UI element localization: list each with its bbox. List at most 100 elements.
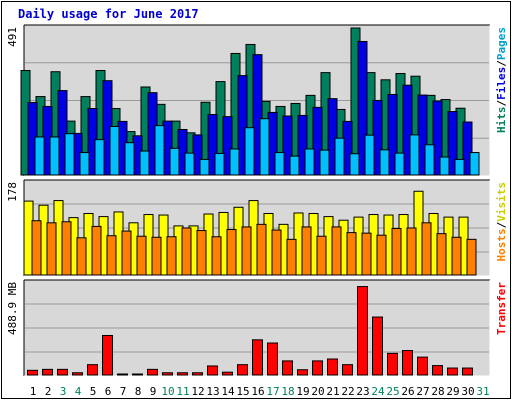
bar-pages-day-19 xyxy=(304,148,315,176)
y-max-label: 488.9 MB xyxy=(6,282,19,335)
x-tick-label-day-7: 7 xyxy=(120,385,127,398)
x-tick-label-day-19: 19 xyxy=(296,385,309,398)
y-axis-label: Hits/Files/Pages xyxy=(495,27,508,133)
x-tick-label-day-2: 2 xyxy=(45,385,52,398)
bar-pages-day-14 xyxy=(229,148,240,176)
bar-files-day-25 xyxy=(387,93,398,176)
bar-pages-day-28 xyxy=(439,156,450,176)
bar-hosts-day-6 xyxy=(106,235,117,276)
bar-hosts-day-26 xyxy=(406,227,417,276)
bar-pages-day-6 xyxy=(109,125,120,176)
bar-transfer-day-13 xyxy=(207,365,218,376)
bar-transfer-day-2 xyxy=(42,368,53,376)
x-tick-label-day-22: 22 xyxy=(341,385,354,398)
bar-hosts-day-22 xyxy=(346,232,357,276)
bar-transfer-day-8 xyxy=(132,373,143,376)
bar-pages-day-3 xyxy=(64,133,75,176)
bar-pages-day-27 xyxy=(424,144,435,176)
bar-hosts-day-3 xyxy=(61,221,72,276)
bar-transfer-day-10 xyxy=(162,372,173,376)
y-max-label: 491 xyxy=(6,27,19,47)
bar-pages-day-4 xyxy=(79,152,90,176)
x-tick-label-day-26: 26 xyxy=(401,385,414,398)
x-tick-label-day-17: 17 xyxy=(266,385,279,398)
x-tick-label-day-29: 29 xyxy=(446,385,459,398)
y-axis-label: Hosts/Visits xyxy=(495,182,508,262)
bar-transfer-day-28 xyxy=(432,365,443,376)
bar-pages-day-26 xyxy=(409,134,420,176)
bar-pages-day-29 xyxy=(454,158,465,176)
y-axis-label: Transfer xyxy=(495,282,508,335)
x-tick-label-day-16: 16 xyxy=(251,385,264,398)
bar-transfer-day-20 xyxy=(312,360,323,376)
bar-hosts-day-19 xyxy=(301,226,312,276)
bar-pages-day-11 xyxy=(184,152,195,176)
bar-files-day-21 xyxy=(327,98,338,176)
y-max-label: 178 xyxy=(6,182,19,202)
bar-pages-day-2 xyxy=(49,136,60,176)
bar-hosts-day-21 xyxy=(331,226,342,276)
bar-hosts-day-4 xyxy=(76,237,87,276)
y-axis-label-part: Pages xyxy=(495,27,508,60)
bar-files-day-19 xyxy=(297,114,308,176)
bar-hosts-day-13 xyxy=(211,236,222,276)
bar-hosts-day-11 xyxy=(181,227,192,276)
bar-transfer-day-11 xyxy=(177,372,188,376)
y-axis-label-part: / xyxy=(495,221,508,228)
bar-transfer-day-17 xyxy=(267,342,278,376)
bar-transfer-day-9 xyxy=(147,368,158,376)
bar-hosts-day-8 xyxy=(136,235,147,276)
bar-pages-day-8 xyxy=(139,150,150,176)
bar-pages-day-16 xyxy=(259,118,270,176)
x-tick-label-day-23: 23 xyxy=(356,385,369,398)
chart-title: Daily usage for June 2017 xyxy=(18,7,199,21)
x-tick-label-day-4: 4 xyxy=(75,385,82,398)
bar-hosts-day-20 xyxy=(316,235,327,276)
y-axis-label-part: / xyxy=(495,100,508,107)
x-tick-label-day-1: 1 xyxy=(30,385,37,398)
bar-hosts-day-9 xyxy=(151,236,162,276)
bar-hosts-day-7 xyxy=(121,230,132,276)
bar-files-day-28 xyxy=(432,100,443,176)
x-tick-label-day-20: 20 xyxy=(311,385,324,398)
bar-files-day-20 xyxy=(312,106,323,176)
x-tick-label-day-30: 30 xyxy=(461,385,474,398)
bar-transfer-day-1 xyxy=(27,369,38,376)
y-axis-label-part: / xyxy=(495,60,508,67)
bar-transfer-day-3 xyxy=(57,368,68,376)
bar-transfer-day-30 xyxy=(462,367,473,376)
x-tick-label-day-11: 11 xyxy=(176,385,189,398)
bar-pages-day-10 xyxy=(169,147,180,176)
x-tick-label-day-24: 24 xyxy=(371,385,385,398)
bar-hosts-day-29 xyxy=(451,236,462,276)
x-tick-label-day-3: 3 xyxy=(60,385,67,398)
bar-hosts-day-10 xyxy=(166,236,177,276)
x-tick-label-day-6: 6 xyxy=(105,385,112,398)
bar-transfer-day-29 xyxy=(447,367,458,376)
bar-hosts-day-24 xyxy=(376,234,387,276)
bar-files-day-23 xyxy=(357,40,368,176)
bar-hosts-day-30 xyxy=(466,238,477,276)
x-tick-label-day-8: 8 xyxy=(135,385,142,398)
bar-transfer-day-24 xyxy=(372,316,383,376)
bar-transfer-day-15 xyxy=(237,364,248,376)
panel-3: 488.9 MB Transfer xyxy=(6,279,508,377)
bar-files-day-30 xyxy=(462,121,473,176)
bar-files-day-29 xyxy=(447,111,458,176)
bar-pages-day-12 xyxy=(199,158,210,176)
bar-hosts-day-1 xyxy=(31,220,42,276)
bar-transfer-day-18 xyxy=(282,360,293,376)
bar-transfer-day-22 xyxy=(342,364,353,376)
bar-files-day-13 xyxy=(207,114,218,176)
bar-hosts-day-2 xyxy=(46,222,57,276)
bar-files-day-18 xyxy=(282,115,293,176)
x-tick-label-day-13: 13 xyxy=(206,385,219,398)
bar-pages-day-20 xyxy=(319,149,330,176)
bar-files-day-15 xyxy=(237,75,248,176)
bar-transfer-day-27 xyxy=(417,356,428,376)
x-tick-label-day-27: 27 xyxy=(416,385,429,398)
bar-hosts-day-28 xyxy=(436,233,447,276)
bar-transfer-day-14 xyxy=(222,371,233,376)
bar-pages-day-24 xyxy=(379,149,390,176)
